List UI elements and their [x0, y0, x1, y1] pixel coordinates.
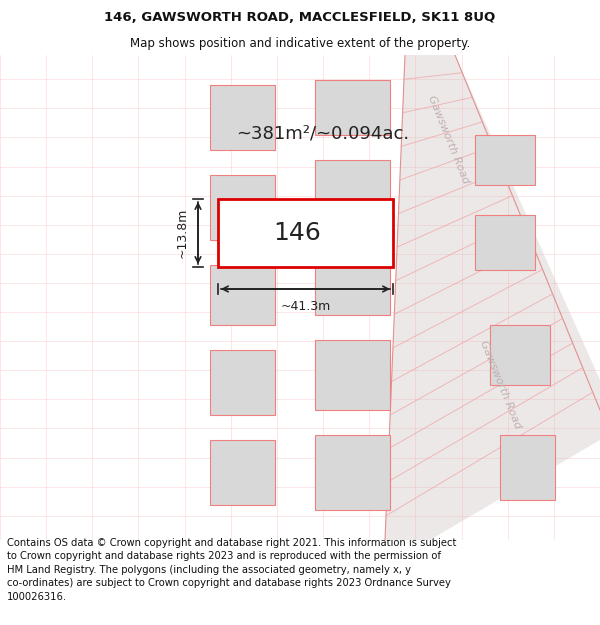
Text: ~13.8m: ~13.8m — [176, 208, 189, 258]
Bar — [218, 199, 393, 267]
Bar — [315, 435, 390, 510]
Text: 146: 146 — [273, 221, 320, 245]
Bar — [210, 350, 275, 415]
Bar — [500, 435, 555, 500]
Polygon shape — [385, 55, 600, 540]
Bar — [490, 325, 550, 385]
Bar — [315, 160, 390, 220]
Text: ~381m²/~0.094ac.: ~381m²/~0.094ac. — [236, 125, 410, 143]
Bar — [315, 250, 390, 315]
Bar — [315, 340, 390, 410]
Bar — [315, 80, 390, 135]
Bar — [210, 265, 275, 325]
Text: Map shows position and indicative extent of the property.: Map shows position and indicative extent… — [130, 38, 470, 51]
Text: 146, GAWSWORTH ROAD, MACCLESFIELD, SK11 8UQ: 146, GAWSWORTH ROAD, MACCLESFIELD, SK11 … — [104, 11, 496, 24]
Text: Contains OS data © Crown copyright and database right 2021. This information is : Contains OS data © Crown copyright and d… — [7, 538, 457, 602]
Text: Gawsworth Road: Gawsworth Road — [478, 339, 522, 431]
Bar — [475, 135, 535, 185]
Bar — [210, 440, 275, 505]
Text: ~41.3m: ~41.3m — [280, 300, 331, 313]
Bar — [210, 175, 275, 240]
Bar — [475, 215, 535, 270]
Text: Gawsworth Road: Gawsworth Road — [426, 94, 470, 186]
Bar — [210, 85, 275, 150]
